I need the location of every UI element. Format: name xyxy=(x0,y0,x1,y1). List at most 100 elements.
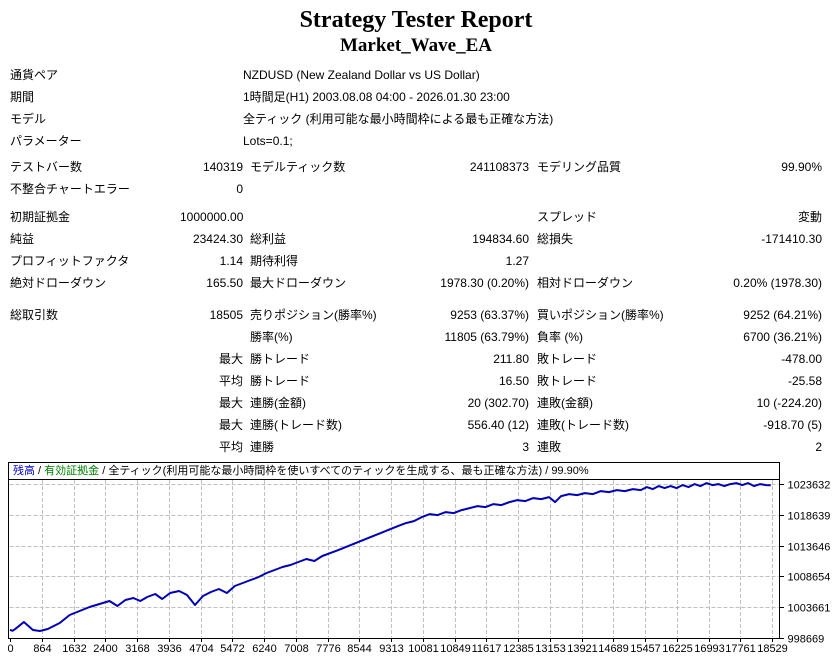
stat-row: 純益 23424.30 総利益 194834.60 総損失 -171410.30 xyxy=(10,228,822,250)
stat-label: 相対ドローダウン xyxy=(537,276,634,290)
stat-label xyxy=(10,326,180,348)
stat-label: 勝トレード xyxy=(250,374,311,388)
stat-value: 99.90% xyxy=(781,160,822,174)
stat-label xyxy=(243,206,392,228)
stat-row: 平均 連勝 3 連敗 2 xyxy=(10,436,822,458)
stat-value: 0 xyxy=(236,182,243,196)
stat-row: 勝率(%) 11805 (63.79%) 負率 (%) 6700 (36.21%) xyxy=(10,326,822,348)
stat-label xyxy=(10,414,180,436)
stat-row: 最大 勝トレード 211.80 敗トレード -478.00 xyxy=(10,348,822,370)
stat-value: 0.20% (1978.30) xyxy=(733,276,822,290)
stat-label: 連勝(金額) xyxy=(250,396,306,410)
y-axis-label: 1018639 xyxy=(788,511,831,523)
stat-row: 平均 勝トレード 16.50 敗トレード -25.58 xyxy=(10,370,822,392)
stat-value xyxy=(180,326,243,348)
stat-value: 変動 xyxy=(797,210,822,224)
stat-value: 11805 (63.79%) xyxy=(444,330,529,344)
x-axis-label: 4704 xyxy=(189,643,213,655)
stat-label xyxy=(10,348,180,370)
stat-value: 194834.60 xyxy=(472,232,529,246)
stat-row: 不整合チャートエラー 0 xyxy=(10,178,822,200)
legend-item: 全ティック(利用可能な最小時間枠を使いすべてのティックを生成する、最も正確な方法… xyxy=(108,465,543,477)
stat-value: 211.80 xyxy=(493,352,529,366)
stat-value: 241108373 xyxy=(469,160,529,174)
x-axis-label: 14689 xyxy=(598,643,629,655)
stat-value: 140319 xyxy=(202,160,243,174)
info-label: 通貨ペア xyxy=(10,68,59,82)
x-axis-label: 13153 xyxy=(535,643,566,655)
stat-value: 16.50 xyxy=(498,374,529,388)
info-label: パラメーター xyxy=(10,134,82,148)
stat-value xyxy=(392,178,529,200)
x-axis-label: 16993 xyxy=(694,643,725,655)
stat-value: 556.40 (12) xyxy=(467,418,529,432)
stat-value: -918.70 (5) xyxy=(763,418,822,432)
x-axis-label: 2400 xyxy=(93,643,117,655)
x-axis-label: 11617 xyxy=(472,643,502,655)
balance-chart: 残高 / 有効証拠金 / 全ティック(利用可能な最小時間枠を使いすべてのティック… xyxy=(0,462,832,664)
ea-name: Market_Wave_EA xyxy=(340,35,492,56)
info-value: 全ティック (利用可能な最小時間枠による最も正確な方法) xyxy=(243,112,554,126)
y-axis-label: 1023632 xyxy=(788,480,831,492)
stat-label xyxy=(529,250,655,272)
y-axis-label: 1003661 xyxy=(788,603,831,615)
stat-label xyxy=(243,178,392,200)
stat-value: -171410.30 xyxy=(761,232,822,246)
x-axis-label: 3168 xyxy=(125,643,149,655)
x-axis-label: 0 xyxy=(7,643,13,655)
stat-label: 最大ドローダウン xyxy=(250,276,347,290)
stat-value: 3 xyxy=(522,440,529,454)
stat-value: 最大 xyxy=(218,352,243,366)
stat-value: 20 (302.70) xyxy=(467,396,529,410)
stat-value: 10 (-224.20) xyxy=(756,396,822,410)
legend-item: 残高 xyxy=(13,465,35,477)
stat-value: -25.58 xyxy=(787,374,822,388)
x-axis-label: 7776 xyxy=(316,643,340,655)
stat-label: 初期証拠金 xyxy=(10,210,71,224)
stat-label: 絶対ドローダウン xyxy=(10,276,107,290)
stat-value: 平均 xyxy=(218,440,243,454)
stat-label: 不整合チャートエラー xyxy=(10,182,130,196)
y-axis-label: 998669 xyxy=(788,634,825,646)
legend-item: 有効証拠金 xyxy=(44,465,100,477)
stat-label: 勝トレード xyxy=(250,352,311,366)
x-axis-label: 864 xyxy=(33,643,51,655)
stat-row: テストバー数 140319 モデルティック数 241108373 モデリング品質 99.9… xyxy=(10,156,822,178)
legend-item: 99.90% xyxy=(551,465,589,477)
stat-value: 1000000.00 xyxy=(180,210,244,224)
page-title: Strategy Tester Report xyxy=(299,7,533,33)
stat-label: 買いポジション(勝率%) xyxy=(537,308,664,322)
x-axis-label: 13921 xyxy=(567,643,598,655)
x-axis-label: 3936 xyxy=(157,643,181,655)
stat-value: 9252 (64.21%) xyxy=(743,308,822,322)
stat-label xyxy=(10,436,180,458)
stat-label xyxy=(529,178,655,200)
info-row: 期間 1時間足(H1) 2003.08.08 04:00 - 2026.01.30… xyxy=(10,86,822,108)
stat-value xyxy=(655,250,822,272)
stat-row: 最大 連勝(金額) 20 (302.70) 連敗(金額) 10 (-224.20) xyxy=(10,392,822,414)
legend-separator: / xyxy=(99,465,109,477)
stat-row: 初期証拠金 1000000.00 スプレッド 変動 xyxy=(10,206,822,228)
stat-value: 23424.30 xyxy=(192,232,243,246)
stat-label: 連勝(トレード数) xyxy=(250,418,342,432)
chart-legend: 残高 / 有効証拠金 / 全ティック(利用可能な最小時間枠を使いすべてのティック… xyxy=(13,464,589,478)
x-axis-label: 18529 xyxy=(757,643,788,655)
x-axis-label: 15457 xyxy=(630,643,661,655)
stat-label: 総取引数 xyxy=(10,308,59,322)
stat-label: モデリング品質 xyxy=(537,160,622,174)
x-axis-label: 17761 xyxy=(725,643,756,655)
stat-label: 敗トレード xyxy=(537,352,598,366)
x-axis-label: 8544 xyxy=(347,643,371,655)
stat-value: -478.00 xyxy=(781,352,822,366)
report-table: 通貨ペア NZDUSD (New Zealand Dollar vs US Dol… xyxy=(10,64,822,458)
stat-label xyxy=(10,392,180,414)
x-axis-label: 10849 xyxy=(440,643,471,655)
x-axis-label: 9313 xyxy=(379,643,403,655)
y-axis-label: 1008654 xyxy=(788,572,831,584)
legend-separator: / xyxy=(542,465,552,477)
x-axis-label: 12385 xyxy=(503,643,534,655)
stat-value: 1.27 xyxy=(505,254,529,268)
stat-label: 総利益 xyxy=(250,232,287,246)
stat-value: 2 xyxy=(815,440,822,454)
stat-label: 売りポジション(勝率%) xyxy=(250,308,377,322)
